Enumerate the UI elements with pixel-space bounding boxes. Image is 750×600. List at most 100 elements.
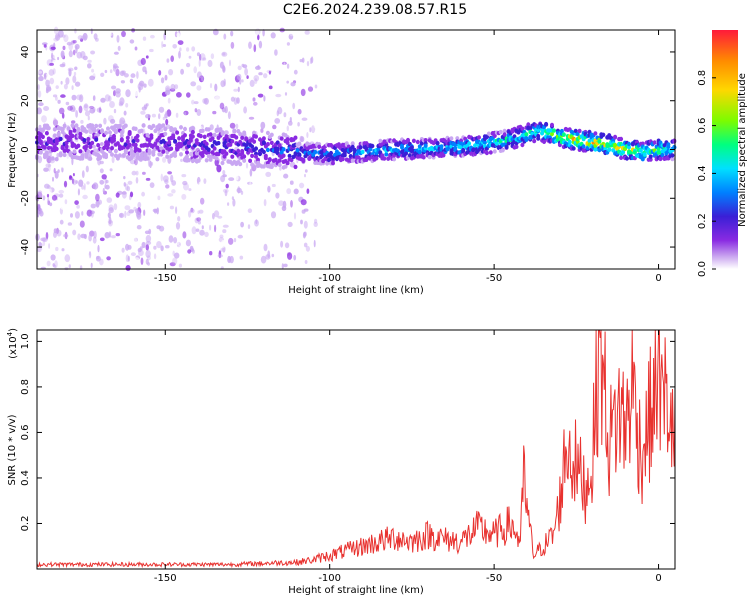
snr-series-line <box>36 329 676 569</box>
heatmap-cell <box>240 148 245 154</box>
heatmap-cell <box>220 239 227 248</box>
heatmap-cell <box>607 147 612 152</box>
heatmap-cell <box>195 228 200 232</box>
heatmap-cell <box>241 79 244 83</box>
heatmap-cell <box>60 252 63 259</box>
heatmap-cell <box>172 44 177 49</box>
heatmap-cell <box>183 126 187 132</box>
heatmap-cell <box>60 88 65 95</box>
heatmap-cell <box>136 71 139 79</box>
heatmap-cell <box>123 73 129 78</box>
heatmap-cell <box>197 210 200 214</box>
heatmap-cell <box>208 157 213 162</box>
heatmap-cell <box>439 144 444 149</box>
heatmap-cell <box>277 158 282 163</box>
heatmap-cell <box>325 161 330 166</box>
heatmap-cell <box>300 88 306 97</box>
heatmap-cell <box>111 85 117 90</box>
heatmap-cell <box>115 233 121 237</box>
heatmap-cell <box>51 54 55 60</box>
heatmap-cell <box>91 100 97 106</box>
heatmap-cell <box>59 219 64 225</box>
heatmap-cell <box>153 253 157 260</box>
heatmap-cell <box>217 215 223 219</box>
heatmap-cell <box>55 246 59 252</box>
heatmap-cell <box>449 136 454 141</box>
heatmap-cell <box>265 147 270 153</box>
heatmap-cell <box>104 152 109 158</box>
heatmap-cell <box>212 110 217 115</box>
heatmap-cell <box>80 153 85 158</box>
heatmap-cell <box>106 79 110 86</box>
heatmap-cell <box>552 128 556 133</box>
heatmap-cell <box>164 111 168 115</box>
heatmap-cell <box>79 220 85 228</box>
heatmap-cell <box>276 177 282 184</box>
heatmap-cell <box>121 30 126 38</box>
heatmap-cell <box>301 57 305 63</box>
heatmap-cell <box>99 168 104 174</box>
heatmap-cell <box>498 129 503 135</box>
heatmap-cell <box>166 58 170 63</box>
heatmap-cell <box>270 89 275 96</box>
heatmap-cell <box>240 135 245 140</box>
heatmap-cell <box>133 91 139 97</box>
heatmap-cell <box>286 63 290 69</box>
heatmap-cell <box>435 141 440 146</box>
heatmap-cell <box>504 144 509 150</box>
heatmap-cell <box>482 140 487 145</box>
heatmap-cell <box>214 158 219 167</box>
heatmap-cell <box>185 239 191 247</box>
heatmap-cell <box>252 139 257 144</box>
heatmap-cell <box>311 125 316 134</box>
spectrogram-x-label: Height of straight line (km) <box>288 285 424 296</box>
heatmap-cell <box>180 68 185 75</box>
x-tick-label: 0 <box>655 573 661 584</box>
heatmap-cell <box>196 71 202 79</box>
heatmap-cell <box>60 202 67 210</box>
heatmap-cell <box>272 124 277 130</box>
heatmap-cell <box>143 209 146 216</box>
heatmap-cell <box>247 208 253 213</box>
heatmap-cell <box>255 219 258 225</box>
y-tick-label: 0.4 <box>20 470 31 486</box>
y-tick-label: 0.6 <box>20 424 31 440</box>
heatmap-cell <box>96 143 101 148</box>
heatmap-cell <box>173 127 178 132</box>
heatmap-cell <box>116 35 120 43</box>
heatmap-cell <box>59 176 63 181</box>
heatmap-cell <box>103 117 107 125</box>
colorbar-label: Normalized spectral amplitude <box>737 73 748 227</box>
heatmap-cell <box>90 50 96 55</box>
heatmap-cell <box>60 80 63 85</box>
heatmap-cell <box>133 257 140 261</box>
heatmap-cell <box>619 136 624 142</box>
heatmap-cell <box>133 126 138 131</box>
heatmap-cell <box>88 156 93 161</box>
heatmap-cell <box>299 182 305 189</box>
heatmap-cell <box>43 167 49 172</box>
heatmap-cell <box>38 241 42 247</box>
heatmap-cell <box>285 160 290 166</box>
heatmap-cell <box>86 181 90 185</box>
heatmap-cell <box>232 129 237 134</box>
heatmap-cell <box>306 60 310 67</box>
heatmap-cell <box>190 134 195 139</box>
heatmap-cell <box>286 125 289 132</box>
heatmap-cell <box>666 144 671 149</box>
heatmap-cell <box>133 52 139 60</box>
heatmap-cell <box>258 72 263 76</box>
heatmap-cell <box>169 205 174 210</box>
heatmap-cell <box>248 158 253 163</box>
heatmap-cell <box>105 184 110 190</box>
heatmap-cell <box>113 108 117 114</box>
heatmap-cell <box>60 94 66 98</box>
heatmap-cell <box>638 148 643 153</box>
heatmap-cell <box>232 198 236 207</box>
heatmap-cell <box>172 33 175 38</box>
heatmap-cell <box>263 155 268 161</box>
heatmap-cell <box>170 161 175 166</box>
heatmap-cell <box>74 28 77 34</box>
heatmap-cell <box>142 101 147 105</box>
heatmap-cell <box>164 89 171 96</box>
